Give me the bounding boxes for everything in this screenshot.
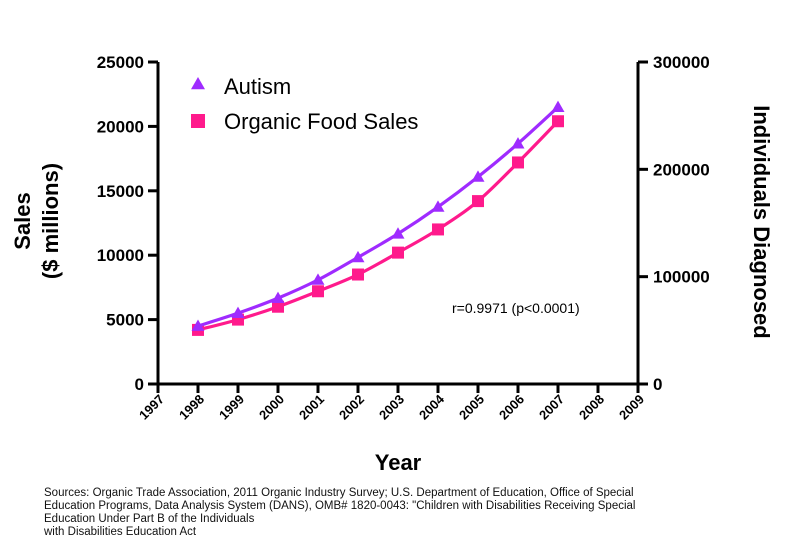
autism-data-point — [351, 250, 365, 263]
autism-data-point — [431, 200, 445, 212]
x-tick-label: 2005 — [456, 392, 487, 423]
sources-line-4: with Disabilities Education Act — [44, 526, 197, 538]
x-tick-label: 2000 — [256, 392, 287, 423]
autism-data-point — [191, 319, 205, 331]
x-tick-label: 2001 — [296, 392, 327, 423]
right-y-axis-title: Individuals Diagnosed — [749, 105, 774, 338]
x-tick-label: 1997 — [136, 392, 167, 423]
autism-data-point — [551, 100, 565, 112]
x-axis-title: Year — [375, 450, 422, 475]
left-y-tick-label: 5000 — [106, 311, 144, 330]
legend-autism-label: Autism — [224, 74, 291, 99]
organic-data-point — [312, 285, 324, 298]
autism-data-point — [311, 273, 325, 285]
sources-note: Sources: Organic Trade Association, 2011… — [44, 487, 796, 539]
x-tick-label: 2004 — [416, 391, 448, 423]
organic-data-point — [352, 268, 364, 281]
x-tick-label: 1998 — [176, 392, 207, 423]
left-y-tick-label: 10000 — [97, 246, 144, 265]
organic-data-point — [512, 156, 524, 169]
legend-organic-label: Organic Food Sales — [224, 109, 418, 134]
right-y-tick-label: 100000 — [653, 268, 710, 287]
chart: 0 5000 10000 15000 20000 25000 0 100000 200000 30… — [10, 53, 774, 475]
legend-autism-marker — [191, 77, 205, 90]
x-tick-label: 2009 — [616, 392, 647, 423]
x-tick-label: 2002 — [336, 392, 367, 423]
correlation-annotation: r=0.9971 (p<0.0001) — [452, 300, 580, 316]
x-tick-label: 2008 — [576, 392, 607, 423]
sources-line-1: Sources: Organic Trade Association, 2011… — [44, 487, 634, 499]
autism-data-point — [391, 227, 405, 239]
left-y-tick-label: 25000 — [97, 53, 144, 72]
left-y-axis-title-line-1: Sales — [10, 192, 35, 250]
left-y-axis-title-line-2: ($ millions) — [38, 163, 63, 279]
sources-line-3: Education Under Part B of the Individual… — [44, 513, 255, 525]
autism-data-point — [511, 137, 525, 149]
organic-data-point — [272, 300, 284, 313]
sources-line-2: Education Programs, Data Analysis System… — [44, 500, 636, 512]
organic-series-line — [197, 120, 560, 332]
organic-data-point — [552, 115, 564, 128]
right-y-tick-label: 300000 — [653, 53, 710, 72]
x-tick-label: 1999 — [216, 392, 247, 423]
organic-data-point — [472, 195, 484, 208]
left-y-tick-label: 20000 — [97, 117, 144, 136]
autism-data-point — [231, 306, 245, 319]
right-y-tick-label: 0 — [653, 375, 662, 394]
autism-data-point — [471, 170, 485, 182]
left-y-tick-label: 0 — [135, 375, 144, 394]
x-tick-label: 2006 — [496, 392, 527, 423]
organic-data-point — [392, 246, 404, 259]
x-tick-label: 2007 — [536, 392, 567, 423]
left-y-tick-label: 15000 — [97, 182, 144, 201]
x-tick-label: 2003 — [376, 392, 407, 423]
autism-data-point — [271, 291, 285, 304]
organic-data-point — [432, 223, 444, 236]
legend-organic-marker — [191, 114, 205, 128]
right-y-tick-label: 200000 — [653, 160, 710, 179]
autism-series-line — [197, 105, 560, 328]
